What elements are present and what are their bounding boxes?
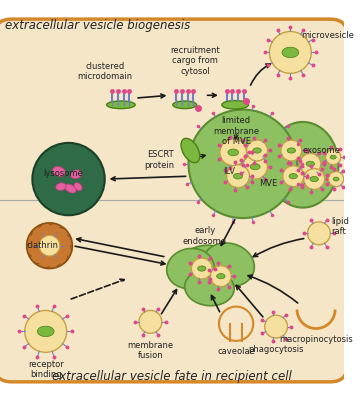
Ellipse shape bbox=[65, 184, 76, 193]
Circle shape bbox=[281, 140, 302, 161]
Text: lipid
raft: lipid raft bbox=[331, 217, 349, 236]
Circle shape bbox=[219, 307, 253, 341]
Circle shape bbox=[191, 258, 212, 279]
FancyArrowPatch shape bbox=[212, 296, 219, 312]
Text: ESCRT
protein: ESCRT protein bbox=[144, 150, 174, 170]
Ellipse shape bbox=[250, 164, 260, 170]
Ellipse shape bbox=[310, 176, 318, 182]
Circle shape bbox=[188, 110, 297, 218]
Circle shape bbox=[27, 223, 72, 268]
Text: clathrin: clathrin bbox=[27, 241, 58, 250]
FancyArrowPatch shape bbox=[248, 275, 298, 303]
FancyArrowPatch shape bbox=[236, 286, 263, 317]
Text: exosome: exosome bbox=[303, 146, 341, 155]
FancyArrowPatch shape bbox=[208, 93, 216, 97]
Circle shape bbox=[243, 154, 268, 179]
Ellipse shape bbox=[330, 155, 336, 159]
Circle shape bbox=[269, 32, 311, 73]
Text: phagocytosis: phagocytosis bbox=[248, 345, 304, 354]
Ellipse shape bbox=[267, 122, 339, 208]
Text: extracellular vesicle fate in recipient cell: extracellular vesicle fate in recipient … bbox=[52, 370, 292, 383]
Ellipse shape bbox=[287, 148, 296, 153]
Circle shape bbox=[265, 315, 287, 338]
Circle shape bbox=[247, 140, 268, 161]
Ellipse shape bbox=[217, 274, 225, 279]
FancyArrowPatch shape bbox=[75, 246, 165, 265]
FancyArrowPatch shape bbox=[138, 94, 165, 98]
Text: receptor
binding: receptor binding bbox=[28, 360, 64, 379]
Circle shape bbox=[32, 143, 105, 215]
Ellipse shape bbox=[185, 270, 234, 306]
FancyArrowPatch shape bbox=[71, 279, 124, 299]
Text: macropinocytosis: macropinocytosis bbox=[279, 335, 353, 344]
Ellipse shape bbox=[203, 243, 255, 286]
FancyArrowPatch shape bbox=[161, 290, 177, 314]
Ellipse shape bbox=[53, 166, 65, 176]
Ellipse shape bbox=[70, 170, 82, 179]
Circle shape bbox=[210, 266, 231, 287]
Text: ILV: ILV bbox=[223, 167, 235, 176]
Ellipse shape bbox=[282, 47, 299, 58]
Ellipse shape bbox=[222, 100, 248, 109]
Circle shape bbox=[300, 153, 321, 174]
Circle shape bbox=[139, 310, 162, 333]
Ellipse shape bbox=[173, 101, 197, 109]
Ellipse shape bbox=[228, 149, 239, 156]
Ellipse shape bbox=[181, 138, 200, 163]
Circle shape bbox=[326, 150, 341, 165]
FancyArrowPatch shape bbox=[111, 176, 186, 181]
Circle shape bbox=[329, 172, 344, 187]
Ellipse shape bbox=[306, 161, 314, 166]
Ellipse shape bbox=[333, 177, 339, 181]
Ellipse shape bbox=[56, 183, 66, 190]
Circle shape bbox=[304, 168, 325, 190]
Circle shape bbox=[308, 222, 330, 245]
Ellipse shape bbox=[234, 173, 243, 179]
Text: lysosome: lysosome bbox=[43, 169, 83, 178]
Text: clustered
microdomain: clustered microdomain bbox=[77, 62, 132, 81]
Circle shape bbox=[283, 166, 304, 187]
Circle shape bbox=[39, 236, 60, 256]
Ellipse shape bbox=[177, 245, 239, 298]
Ellipse shape bbox=[253, 148, 261, 153]
FancyArrowPatch shape bbox=[77, 238, 164, 256]
FancyArrowPatch shape bbox=[253, 238, 304, 257]
Text: extracellular vesicle biogenesis: extracellular vesicle biogenesis bbox=[5, 19, 190, 32]
Circle shape bbox=[25, 310, 67, 352]
Text: microvesicle: microvesicle bbox=[301, 31, 354, 40]
Circle shape bbox=[220, 139, 247, 166]
Ellipse shape bbox=[106, 101, 135, 109]
FancyArrowPatch shape bbox=[251, 64, 270, 85]
Circle shape bbox=[227, 165, 249, 188]
Text: membrane
fusion: membrane fusion bbox=[127, 341, 174, 360]
FancyArrowPatch shape bbox=[221, 220, 235, 246]
Ellipse shape bbox=[74, 182, 82, 191]
Text: early
endosome: early endosome bbox=[183, 226, 227, 246]
Ellipse shape bbox=[167, 248, 214, 289]
FancyArrowPatch shape bbox=[234, 134, 238, 139]
Ellipse shape bbox=[289, 174, 297, 179]
Text: caveolae: caveolae bbox=[217, 347, 255, 356]
Text: MVE: MVE bbox=[259, 179, 277, 188]
Text: recruitment
cargo from
cytosol: recruitment cargo from cytosol bbox=[170, 46, 220, 76]
Ellipse shape bbox=[197, 266, 206, 271]
Ellipse shape bbox=[37, 326, 54, 337]
FancyBboxPatch shape bbox=[0, 19, 348, 382]
Text: limited
membrane
of MVE: limited membrane of MVE bbox=[213, 116, 259, 146]
FancyArrowPatch shape bbox=[201, 154, 205, 158]
